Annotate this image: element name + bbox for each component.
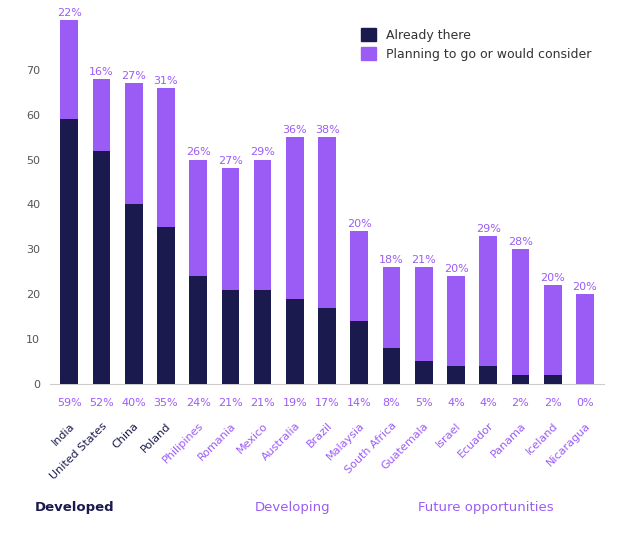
Bar xyxy=(544,285,561,375)
Text: 17%: 17% xyxy=(315,399,340,408)
Text: 21%: 21% xyxy=(411,255,436,265)
Text: 14%: 14% xyxy=(347,399,372,408)
Bar xyxy=(125,204,143,384)
Bar xyxy=(383,267,401,348)
Bar xyxy=(415,361,432,384)
Bar xyxy=(351,231,368,321)
Bar xyxy=(286,298,303,384)
Text: 19%: 19% xyxy=(282,399,307,408)
Text: 21%: 21% xyxy=(218,399,243,408)
Bar xyxy=(157,88,175,227)
Bar xyxy=(93,150,110,384)
Legend: Already there, Planning to go or would consider: Already there, Planning to go or would c… xyxy=(355,22,598,67)
Bar xyxy=(254,289,272,384)
Bar xyxy=(479,236,497,366)
Bar xyxy=(60,119,78,384)
Text: Developed: Developed xyxy=(35,502,115,514)
Text: Israel: Israel xyxy=(434,421,463,449)
Text: United States: United States xyxy=(48,421,108,481)
Text: 35%: 35% xyxy=(154,399,178,408)
Bar xyxy=(93,79,110,150)
Bar xyxy=(479,366,497,384)
Bar xyxy=(222,289,239,384)
Bar xyxy=(189,159,207,276)
Text: 21%: 21% xyxy=(250,399,275,408)
Bar xyxy=(383,348,401,384)
Text: Romania: Romania xyxy=(196,421,237,462)
Bar xyxy=(286,137,303,298)
Text: China: China xyxy=(111,421,141,450)
Text: 20%: 20% xyxy=(573,282,597,292)
Text: 20%: 20% xyxy=(540,273,565,283)
Text: 38%: 38% xyxy=(315,125,340,135)
Bar xyxy=(447,366,465,384)
Text: Australia: Australia xyxy=(260,421,302,463)
Text: Guatemala: Guatemala xyxy=(380,421,431,471)
Text: Malaysia: Malaysia xyxy=(325,421,366,462)
Text: Mexico: Mexico xyxy=(235,421,270,455)
Text: 16%: 16% xyxy=(89,67,114,77)
Text: 5%: 5% xyxy=(415,399,432,408)
Text: 22%: 22% xyxy=(57,8,82,18)
Text: 20%: 20% xyxy=(347,219,372,229)
Bar xyxy=(576,294,594,384)
Text: 4%: 4% xyxy=(447,399,465,408)
Text: 4%: 4% xyxy=(479,399,497,408)
Text: 36%: 36% xyxy=(282,125,307,135)
Text: 2%: 2% xyxy=(544,399,561,408)
Text: 24%: 24% xyxy=(186,399,211,408)
Text: Developing: Developing xyxy=(255,502,331,514)
Bar xyxy=(511,375,530,384)
Bar xyxy=(125,83,143,204)
Bar xyxy=(318,308,336,384)
Bar xyxy=(189,276,207,384)
Bar xyxy=(544,375,561,384)
Text: 26%: 26% xyxy=(186,147,211,157)
Text: Iceland: Iceland xyxy=(524,421,560,456)
Text: Philipines: Philipines xyxy=(161,421,205,465)
Bar xyxy=(157,227,175,384)
Text: 2%: 2% xyxy=(511,399,530,408)
Text: Brazil: Brazil xyxy=(305,421,334,450)
Bar xyxy=(222,168,239,289)
Bar xyxy=(511,249,530,375)
Text: 40%: 40% xyxy=(121,399,146,408)
Text: 52%: 52% xyxy=(89,399,114,408)
Text: 27%: 27% xyxy=(121,71,146,81)
Text: 8%: 8% xyxy=(383,399,401,408)
Text: Panama: Panama xyxy=(489,421,528,459)
Text: South Africa: South Africa xyxy=(343,421,399,475)
Bar xyxy=(351,321,368,384)
Bar xyxy=(318,137,336,308)
Bar xyxy=(447,276,465,366)
Text: 27%: 27% xyxy=(218,156,243,166)
Text: Poland: Poland xyxy=(140,421,173,454)
Text: Nicaragua: Nicaragua xyxy=(545,421,592,468)
Text: Future opportunities: Future opportunities xyxy=(418,502,554,514)
Text: 29%: 29% xyxy=(476,223,501,233)
Text: 29%: 29% xyxy=(250,147,275,157)
Text: Ecuador: Ecuador xyxy=(456,421,495,460)
Text: 18%: 18% xyxy=(379,255,404,265)
Text: 59%: 59% xyxy=(57,399,82,408)
Bar xyxy=(415,267,432,361)
Text: 28%: 28% xyxy=(508,237,533,247)
Text: 0%: 0% xyxy=(576,399,594,408)
Bar xyxy=(254,159,272,289)
Text: 20%: 20% xyxy=(444,264,468,274)
Text: 31%: 31% xyxy=(154,76,178,85)
Bar xyxy=(60,20,78,119)
Text: India: India xyxy=(50,421,76,447)
